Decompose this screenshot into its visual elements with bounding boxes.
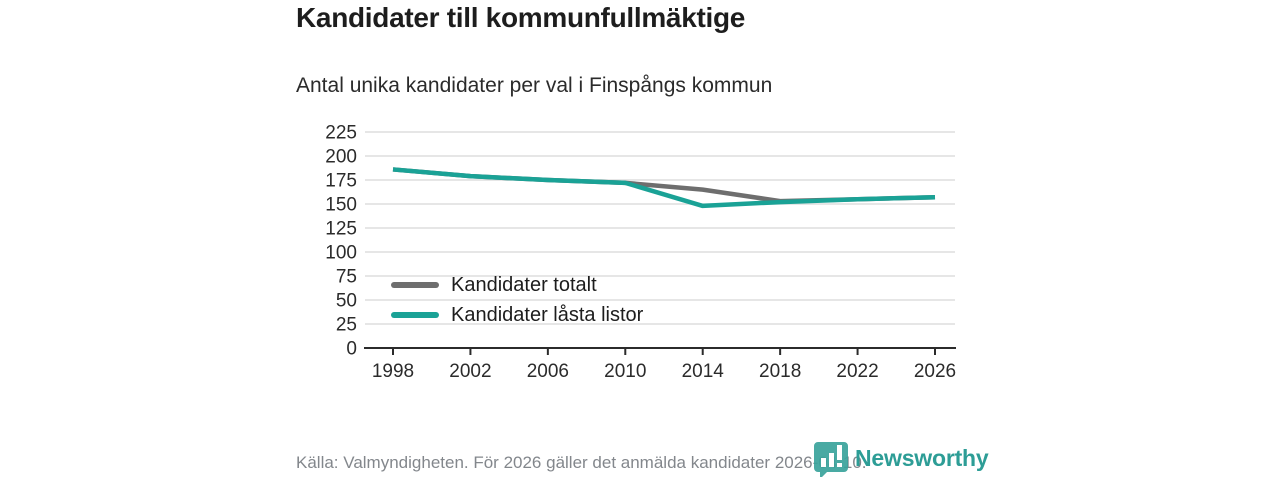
y-axis-tick-label: 125 [325, 219, 357, 240]
x-axis-tick-label: 2018 [759, 361, 801, 382]
y-axis-tick-label: 25 [336, 315, 357, 336]
newsworthy-logo-icon [814, 442, 848, 477]
source-note: Källa: Valmyndigheten. För 2026 gäller d… [296, 453, 867, 472]
y-axis-tick-label: 100 [325, 243, 357, 264]
y-axis-tick-label: 200 [325, 147, 357, 168]
x-axis-tick-label: 2022 [836, 361, 878, 382]
x-axis-tick-label: 2014 [682, 361, 725, 382]
legend-swatch-totalt [391, 282, 439, 288]
legend-item-kandidater-lasta-listor: Kandidater låsta listor [391, 300, 643, 330]
chart-subtitle: Antal unika kandidater per val i Finspån… [296, 74, 773, 97]
y-axis-tick-label: 50 [336, 291, 357, 312]
y-axis-tick-label: 75 [336, 267, 357, 288]
x-axis-tick-label: 2002 [449, 361, 491, 382]
y-axis-tick-label: 150 [325, 195, 357, 216]
legend-swatch-lasta-listor [391, 312, 439, 318]
series-line-1 [392, 167, 936, 209]
legend-label-lasta-listor: Kandidater låsta listor [451, 303, 644, 326]
newsworthy-logo: Newsworthy [812, 439, 989, 477]
legend-item-kandidater-totalt: Kandidater totalt [391, 270, 643, 300]
y-axis-tick-label: 175 [325, 171, 357, 192]
legend-label-totalt: Kandidater totalt [451, 273, 597, 296]
y-axis-tick-label: 225 [325, 123, 357, 144]
x-axis-tick-label: 1998 [372, 361, 414, 382]
x-axis-tick-label: 2006 [527, 361, 569, 382]
x-axis-tick-label: 2026 [914, 361, 956, 382]
chart-title: Kandidater till kommunfullmäktige [296, 2, 746, 33]
newsworthy-wordmark: Newsworthy [855, 444, 989, 471]
x-axis-tick-label: 2010 [604, 361, 646, 382]
chart-legend: Kandidater totalt Kandidater låsta listo… [391, 270, 643, 330]
y-axis-tick-label: 0 [346, 339, 357, 360]
